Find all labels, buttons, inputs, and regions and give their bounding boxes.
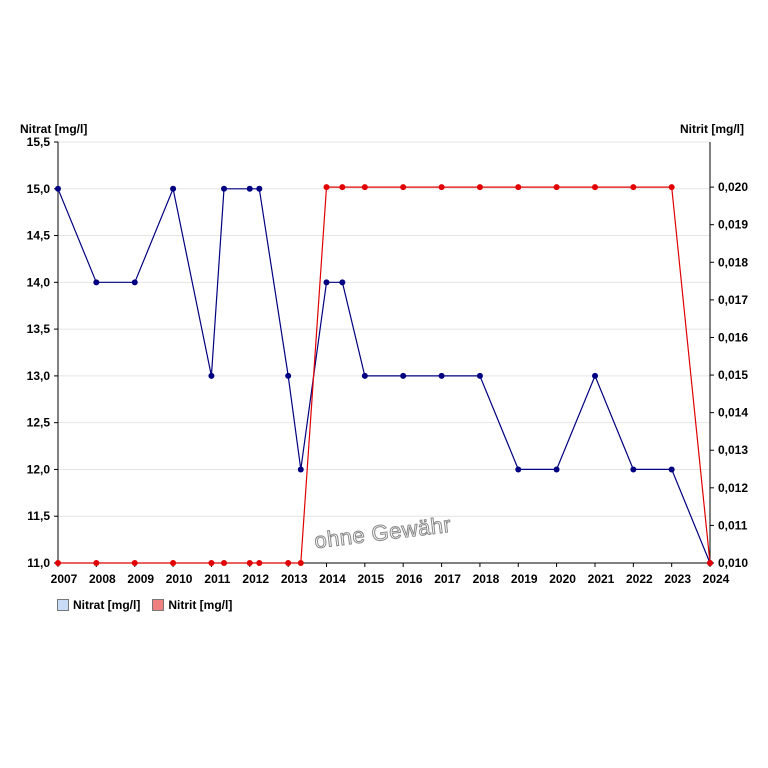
series xyxy=(55,184,713,566)
series-0-point-15 xyxy=(476,372,483,379)
legend: Nitrat [mg/l] Nitrit [mg/l] xyxy=(57,598,232,612)
legend-item-nitrit: Nitrit [mg/l] xyxy=(152,598,232,612)
series-0-point-13 xyxy=(400,372,407,379)
series-1-point-16 xyxy=(515,184,522,191)
right-tick-label-1: 0,011 xyxy=(718,518,748,532)
series-0-point-10 xyxy=(323,279,330,286)
series-1-point-17 xyxy=(553,184,560,191)
series-0-point-17 xyxy=(553,466,560,473)
x-tick-label-16: 2023 xyxy=(664,572,691,586)
series-1-point-15 xyxy=(476,184,483,191)
x-tick-label-4: 2011 xyxy=(204,572,230,586)
right-tick-label-7: 0,017 xyxy=(718,293,748,307)
left-axis-title: Nitrat [mg/l] xyxy=(20,122,87,136)
left-tick-label-1: 11,5 xyxy=(27,509,50,523)
x-tick-label-7: 2014 xyxy=(319,572,346,586)
series-1-point-2 xyxy=(131,560,138,566)
series-1-point-13 xyxy=(400,184,407,191)
legend-label-nitrit: Nitrit [mg/l] xyxy=(168,598,233,612)
series-0-point-16 xyxy=(515,466,522,473)
left-tick-label-8: 15,0 xyxy=(27,182,51,196)
series-1-point-0 xyxy=(55,560,61,566)
left-tick-label-0: 11,0 xyxy=(27,556,50,570)
series-1-point-1 xyxy=(93,560,100,566)
x-tick-label-9: 2016 xyxy=(396,572,423,586)
x-tick-label-3: 2010 xyxy=(166,572,193,586)
series-1-point-8 xyxy=(285,560,292,566)
series-0-point-12 xyxy=(361,372,368,379)
legend-item-nitrat: Nitrat [mg/l] xyxy=(57,598,140,612)
right-axis-title: Nitrit [mg/l] xyxy=(680,122,744,136)
x-tick-label-17: 2024 xyxy=(703,572,730,586)
x-tick-label-11: 2018 xyxy=(473,572,500,586)
right-tick-label-0: 0,010 xyxy=(718,556,748,570)
left-tick-label-5: 13,5 xyxy=(27,322,51,336)
series-0-point-1 xyxy=(93,279,100,286)
right-tick-label-2: 0,012 xyxy=(718,481,748,495)
series-1-point-12 xyxy=(361,184,368,191)
x-tick-label-10: 2017 xyxy=(434,572,461,586)
series-1-point-19 xyxy=(630,184,637,191)
series-0-point-6 xyxy=(246,185,253,192)
right-tick-label-8: 0,018 xyxy=(718,255,748,269)
series-0-point-11 xyxy=(339,279,346,286)
x-tick-label-14: 2021 xyxy=(588,572,615,586)
series-1-point-3 xyxy=(170,560,177,566)
x-tick-label-2: 2009 xyxy=(127,572,154,586)
series-line-0 xyxy=(57,186,711,564)
series-1-point-11 xyxy=(339,184,346,191)
series-1-point-9 xyxy=(297,560,304,566)
series-0-point-9 xyxy=(297,466,304,473)
series-0-point-20 xyxy=(668,466,675,473)
x-tick-label-0: 2007 xyxy=(51,572,78,586)
x-tick-label-12: 2019 xyxy=(511,572,538,586)
legend-label-nitrat: Nitrat [mg/l] xyxy=(73,598,141,612)
left-tick-label-9: 15,5 xyxy=(27,135,51,149)
right-tick-label-9: 0,019 xyxy=(718,218,748,232)
series-0-point-0 xyxy=(55,185,61,192)
left-tick-label-2: 12,0 xyxy=(27,462,51,476)
series-1-point-4 xyxy=(208,560,215,566)
left-tick-label-7: 14,5 xyxy=(27,229,51,243)
series-1-point-18 xyxy=(592,184,599,191)
x-tick-label-1: 2008 xyxy=(89,572,116,586)
series-0-point-3 xyxy=(170,185,177,192)
x-tick-label-15: 2022 xyxy=(626,572,653,586)
x-tick-label-6: 2013 xyxy=(281,572,308,586)
legend-swatch-nitrat xyxy=(57,599,69,611)
series-1-point-6 xyxy=(246,560,253,566)
series-0-point-5 xyxy=(221,185,228,192)
series-0-point-18 xyxy=(592,372,599,379)
x-tick-label-8: 2015 xyxy=(357,572,384,586)
series-0-point-14 xyxy=(438,372,445,379)
series-1-point-10 xyxy=(323,184,330,191)
left-tick-label-6: 14,0 xyxy=(27,275,51,289)
series-line-1 xyxy=(58,186,711,564)
series-0-point-4 xyxy=(208,372,215,379)
right-tick-label-4: 0,014 xyxy=(718,406,748,420)
x-tick-label-13: 2020 xyxy=(549,572,576,586)
right-tick-label-6: 0,016 xyxy=(718,330,748,344)
series-0-point-8 xyxy=(285,372,292,379)
legend-swatch-nitrit xyxy=(152,599,165,611)
right-tick-label-5: 0,015 xyxy=(718,368,748,382)
series-0-point-7 xyxy=(256,185,263,192)
left-tick-label-4: 13,0 xyxy=(27,369,51,383)
right-tick-label-3: 0,013 xyxy=(718,443,748,457)
left-tick-label-3: 12,5 xyxy=(27,416,51,430)
x-tick-label-5: 2012 xyxy=(242,572,269,586)
series-1-point-7 xyxy=(256,560,263,566)
axes: 11,0 11,5 12,0 12,5 13,0 13,5 14,0 14,5 15,0 15,5… xyxy=(27,135,749,586)
grid xyxy=(58,141,710,564)
series-1-point-21 xyxy=(707,560,713,566)
series-0-point-19 xyxy=(630,466,637,473)
series-0-point-2 xyxy=(131,279,138,286)
right-tick-label-10: 0,020 xyxy=(718,180,748,194)
series-1-point-5 xyxy=(221,560,228,566)
series-1-point-20 xyxy=(668,184,675,191)
series-1-point-14 xyxy=(438,184,445,191)
